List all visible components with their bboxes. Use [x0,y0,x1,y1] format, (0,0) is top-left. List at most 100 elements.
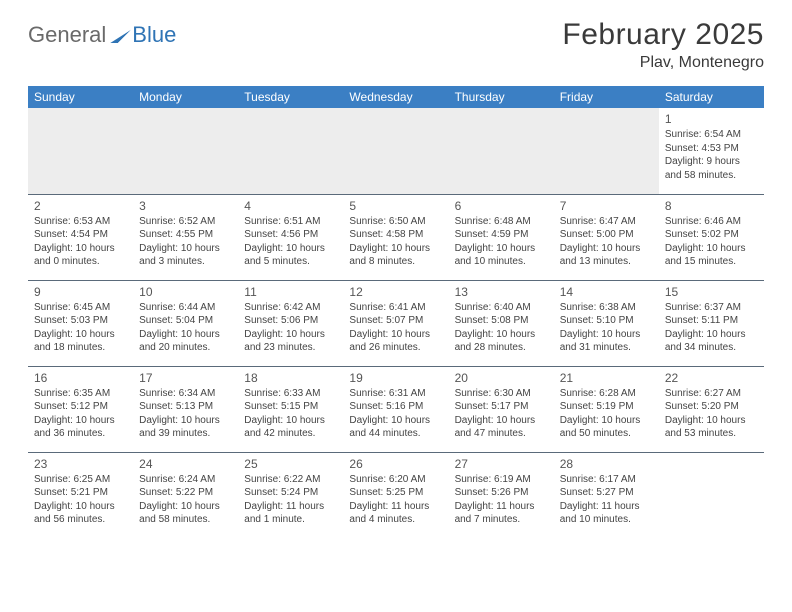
day-number: 3 [139,198,232,214]
daylight-text: Daylight: 10 hours and 0 minutes. [34,242,127,269]
sunrise-text: Sunrise: 6:48 AM [455,215,548,229]
day-number: 4 [244,198,337,214]
day-number: 22 [665,370,758,386]
calendar-day-cell: 10Sunrise: 6:44 AMSunset: 5:04 PMDayligh… [133,280,238,366]
daylight-text: Daylight: 10 hours and 3 minutes. [139,242,232,269]
daylight-text: Daylight: 10 hours and 5 minutes. [244,242,337,269]
sunset-text: Sunset: 5:07 PM [349,314,442,328]
daylight-text: Daylight: 10 hours and 18 minutes. [34,328,127,355]
day-number: 25 [244,456,337,472]
calendar-day-cell: 12Sunrise: 6:41 AMSunset: 5:07 PMDayligh… [343,280,448,366]
day-number: 15 [665,284,758,300]
calendar-day-cell: 23Sunrise: 6:25 AMSunset: 5:21 PMDayligh… [28,452,133,538]
calendar-week-row: 23Sunrise: 6:25 AMSunset: 5:21 PMDayligh… [28,452,764,538]
logo-word-2: Blue [132,22,176,48]
sunset-text: Sunset: 5:17 PM [455,400,548,414]
day-number: 13 [455,284,548,300]
sunset-text: Sunset: 5:26 PM [455,486,548,500]
sunrise-text: Sunrise: 6:27 AM [665,387,758,401]
daylight-text: Daylight: 10 hours and 58 minutes. [139,500,232,527]
calendar-day-cell: 6Sunrise: 6:48 AMSunset: 4:59 PMDaylight… [449,194,554,280]
day-number: 5 [349,198,442,214]
sunrise-text: Sunrise: 6:25 AM [34,473,127,487]
day-number: 17 [139,370,232,386]
sunrise-text: Sunrise: 6:41 AM [349,301,442,315]
sunrise-text: Sunrise: 6:37 AM [665,301,758,315]
daylight-text: Daylight: 10 hours and 39 minutes. [139,414,232,441]
sunrise-text: Sunrise: 6:34 AM [139,387,232,401]
calendar-day-cell: 20Sunrise: 6:30 AMSunset: 5:17 PMDayligh… [449,366,554,452]
sunset-text: Sunset: 5:21 PM [34,486,127,500]
sunrise-text: Sunrise: 6:50 AM [349,215,442,229]
daylight-text: Daylight: 11 hours and 7 minutes. [455,500,548,527]
sunset-text: Sunset: 5:06 PM [244,314,337,328]
logo: General Blue [28,22,176,48]
sunset-text: Sunset: 5:12 PM [34,400,127,414]
day-number: 2 [34,198,127,214]
daylight-text: Daylight: 10 hours and 28 minutes. [455,328,548,355]
calendar-day-cell: 26Sunrise: 6:20 AMSunset: 5:25 PMDayligh… [343,452,448,538]
calendar-empty-cell [449,108,554,194]
weekday-header: Friday [554,86,659,108]
weekday-header: Tuesday [238,86,343,108]
calendar-day-cell: 13Sunrise: 6:40 AMSunset: 5:08 PMDayligh… [449,280,554,366]
daylight-text: Daylight: 11 hours and 10 minutes. [560,500,653,527]
day-number: 24 [139,456,232,472]
sunrise-text: Sunrise: 6:53 AM [34,215,127,229]
calendar-week-row: 9Sunrise: 6:45 AMSunset: 5:03 PMDaylight… [28,280,764,366]
sunrise-text: Sunrise: 6:30 AM [455,387,548,401]
day-number: 10 [139,284,232,300]
sunrise-text: Sunrise: 6:22 AM [244,473,337,487]
day-number: 1 [665,111,758,127]
sunrise-text: Sunrise: 6:28 AM [560,387,653,401]
calendar-day-cell: 25Sunrise: 6:22 AMSunset: 5:24 PMDayligh… [238,452,343,538]
calendar-day-cell: 21Sunrise: 6:28 AMSunset: 5:19 PMDayligh… [554,366,659,452]
sunset-text: Sunset: 4:56 PM [244,228,337,242]
calendar-day-cell: 28Sunrise: 6:17 AMSunset: 5:27 PMDayligh… [554,452,659,538]
day-number: 28 [560,456,653,472]
logo-word-1: General [28,22,106,48]
daylight-text: Daylight: 10 hours and 34 minutes. [665,328,758,355]
calendar-day-cell: 1Sunrise: 6:54 AMSunset: 4:53 PMDaylight… [659,108,764,194]
sunrise-text: Sunrise: 6:24 AM [139,473,232,487]
sunrise-text: Sunrise: 6:31 AM [349,387,442,401]
daylight-text: Daylight: 10 hours and 56 minutes. [34,500,127,527]
calendar-day-cell: 17Sunrise: 6:34 AMSunset: 5:13 PMDayligh… [133,366,238,452]
calendar-empty-cell [554,108,659,194]
calendar-day-cell: 11Sunrise: 6:42 AMSunset: 5:06 PMDayligh… [238,280,343,366]
daylight-text: Daylight: 10 hours and 53 minutes. [665,414,758,441]
daylight-text: Daylight: 10 hours and 42 minutes. [244,414,337,441]
day-number: 18 [244,370,337,386]
weekday-header: Thursday [449,86,554,108]
sunset-text: Sunset: 5:27 PM [560,486,653,500]
sunset-text: Sunset: 5:11 PM [665,314,758,328]
daylight-text: Daylight: 10 hours and 47 minutes. [455,414,548,441]
sunset-text: Sunset: 5:00 PM [560,228,653,242]
sunset-text: Sunset: 5:22 PM [139,486,232,500]
calendar-week-row: 1Sunrise: 6:54 AMSunset: 4:53 PMDaylight… [28,108,764,194]
calendar-day-cell: 5Sunrise: 6:50 AMSunset: 4:58 PMDaylight… [343,194,448,280]
sunset-text: Sunset: 5:25 PM [349,486,442,500]
sunrise-text: Sunrise: 6:51 AM [244,215,337,229]
calendar-day-cell: 16Sunrise: 6:35 AMSunset: 5:12 PMDayligh… [28,366,133,452]
location-label: Plav, Montenegro [562,54,764,72]
day-number: 8 [665,198,758,214]
calendar-empty-cell [659,452,764,538]
daylight-text: Daylight: 10 hours and 8 minutes. [349,242,442,269]
calendar-week-row: 16Sunrise: 6:35 AMSunset: 5:12 PMDayligh… [28,366,764,452]
title-block: February 2025 Plav, Montenegro [562,18,764,72]
sunset-text: Sunset: 5:10 PM [560,314,653,328]
sunrise-text: Sunrise: 6:17 AM [560,473,653,487]
sunrise-text: Sunrise: 6:54 AM [665,128,758,142]
sunset-text: Sunset: 5:15 PM [244,400,337,414]
calendar-day-cell: 14Sunrise: 6:38 AMSunset: 5:10 PMDayligh… [554,280,659,366]
calendar-day-cell: 8Sunrise: 6:46 AMSunset: 5:02 PMDaylight… [659,194,764,280]
calendar-day-cell: 27Sunrise: 6:19 AMSunset: 5:26 PMDayligh… [449,452,554,538]
logo-triangle-icon [110,29,132,43]
sunrise-text: Sunrise: 6:38 AM [560,301,653,315]
month-title: February 2025 [562,18,764,52]
calendar-day-cell: 18Sunrise: 6:33 AMSunset: 5:15 PMDayligh… [238,366,343,452]
calendar-empty-cell [133,108,238,194]
sunset-text: Sunset: 5:16 PM [349,400,442,414]
sunset-text: Sunset: 5:20 PM [665,400,758,414]
